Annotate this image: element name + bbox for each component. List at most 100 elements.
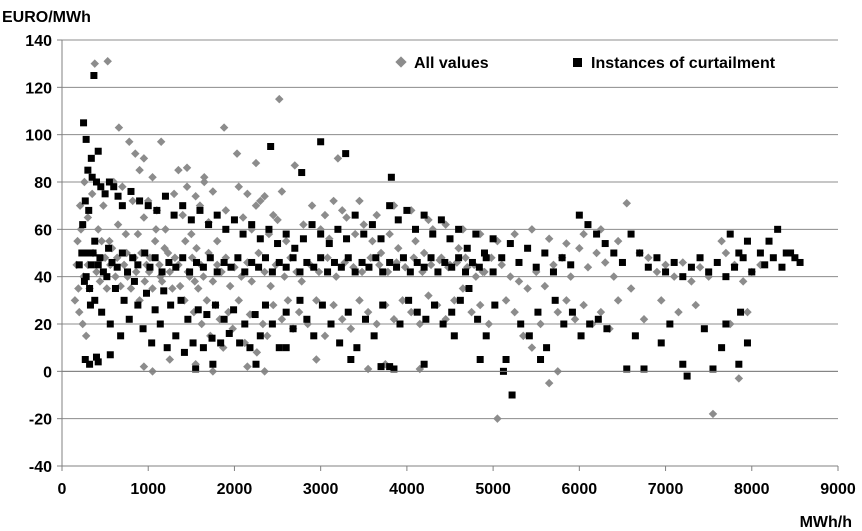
point-curtailment-89 [731, 263, 739, 271]
point-all-values-144 [501, 296, 511, 305]
point-curtailment-202 [84, 249, 92, 257]
point-all-values-253 [78, 319, 87, 329]
point-all-values-83 [99, 201, 108, 210]
point-curtailment-142 [241, 320, 249, 328]
point-curtailment-17 [114, 192, 122, 200]
point-all-values-77 [738, 277, 748, 286]
point-curtailment-94 [774, 225, 782, 233]
point-curtailment-129 [180, 348, 188, 356]
point-curtailment-286 [476, 356, 484, 363]
point-curtailment-164 [405, 296, 413, 304]
point-all-values-117 [277, 315, 287, 324]
point-curtailment-279 [209, 360, 217, 368]
point-curtailment-6 [342, 150, 350, 158]
point-curtailment-180 [543, 344, 551, 352]
point-all-values-120 [294, 307, 304, 317]
point-all-values-199 [175, 281, 185, 291]
point-curtailment-131 [189, 339, 197, 347]
y-tick-label-6: 80 [34, 175, 52, 192]
point-curtailment-132 [194, 306, 202, 314]
point-all-values-150 [553, 307, 563, 317]
point-all-values-40 [394, 244, 403, 253]
point-curtailment-95 [782, 249, 790, 257]
point-curtailment-189 [631, 332, 639, 340]
point-all-values-55 [540, 281, 550, 291]
point-curtailment-244 [344, 254, 352, 262]
point-curtailment-85 [696, 254, 704, 262]
point-all-values-277 [234, 182, 243, 191]
point-all-values-22 [212, 236, 222, 246]
point-curtailment-233 [268, 268, 276, 276]
point-all-values-35 [350, 229, 360, 239]
point-all-values-279 [251, 201, 261, 210]
point-curtailment-59 [472, 230, 480, 238]
point-curtailment-155 [327, 320, 335, 328]
point-curtailment-162 [386, 363, 394, 371]
point-all-values-67 [652, 267, 662, 277]
point-curtailment-141 [236, 339, 244, 347]
point-curtailment-246 [358, 258, 366, 266]
point-curtailment-134 [203, 311, 211, 319]
point-curtailment-136 [211, 301, 219, 309]
point-all-values-269 [174, 165, 183, 175]
point-curtailment-236 [289, 254, 297, 262]
point-all-values-133 [406, 307, 416, 317]
y-tick-label-7: 100 [25, 128, 52, 145]
point-curtailment-148 [275, 344, 283, 352]
point-curtailment-12 [92, 178, 100, 186]
point-curtailment-84 [687, 263, 695, 271]
point-all-values-143 [493, 414, 502, 423]
point-curtailment-137 [217, 339, 225, 347]
point-all-values-41 [411, 236, 420, 246]
point-curtailment-56 [446, 235, 454, 243]
point-all-values-173 [97, 236, 106, 246]
y-axis-title: EURO/MWh [2, 9, 91, 26]
point-curtailment-151 [296, 296, 304, 304]
point-curtailment-27 [196, 206, 204, 214]
point-curtailment-1 [80, 119, 88, 127]
point-curtailment-7 [267, 143, 275, 150]
point-all-values-140 [467, 307, 476, 317]
point-curtailment-86 [705, 268, 713, 276]
point-curtailment-190 [640, 365, 648, 373]
point-curtailment-283 [377, 363, 385, 371]
point-all-values-227 [323, 253, 332, 262]
point-curtailment-54 [429, 230, 437, 238]
point-curtailment-69 [558, 254, 566, 262]
point-curtailment-171 [465, 285, 473, 292]
point-all-values-286 [355, 196, 364, 206]
point-curtailment-48 [377, 235, 385, 243]
point-curtailment-245 [351, 268, 359, 276]
point-all-values-182 [121, 229, 131, 239]
point-all-values-141 [475, 300, 485, 310]
point-all-values-218 [260, 267, 269, 277]
point-all-values-17 [161, 225, 170, 234]
point-all-values-270 [182, 182, 192, 191]
point-all-values-51 [506, 272, 515, 281]
point-curtailment-276 [86, 360, 94, 368]
point-curtailment-118 [134, 301, 142, 309]
point-all-values-37 [368, 236, 377, 246]
point-all-values-198 [170, 253, 180, 262]
point-all-values-62 [600, 258, 610, 267]
point-curtailment-154 [318, 301, 326, 309]
point-curtailment-258 [441, 258, 449, 266]
point-curtailment-203 [87, 261, 95, 269]
point-all-values-138 [450, 296, 459, 305]
point-curtailment-205 [96, 254, 104, 262]
point-all-values-160 [657, 296, 666, 305]
point-curtailment-238 [303, 258, 311, 266]
point-curtailment-2 [82, 135, 90, 143]
point-all-values-70 [678, 258, 688, 267]
point-curtailment-226 [220, 258, 228, 266]
point-curtailment-80 [653, 254, 661, 262]
point-curtailment-230 [248, 258, 256, 266]
point-all-values-86 [113, 220, 123, 229]
point-all-values-39 [385, 229, 394, 239]
point-all-values-209 [212, 260, 222, 270]
point-curtailment-254 [413, 258, 421, 266]
point-curtailment-36 [274, 240, 282, 248]
point-curtailment-182 [560, 320, 568, 328]
point-all-values-172 [95, 277, 105, 286]
point-all-values-122 [312, 296, 321, 305]
